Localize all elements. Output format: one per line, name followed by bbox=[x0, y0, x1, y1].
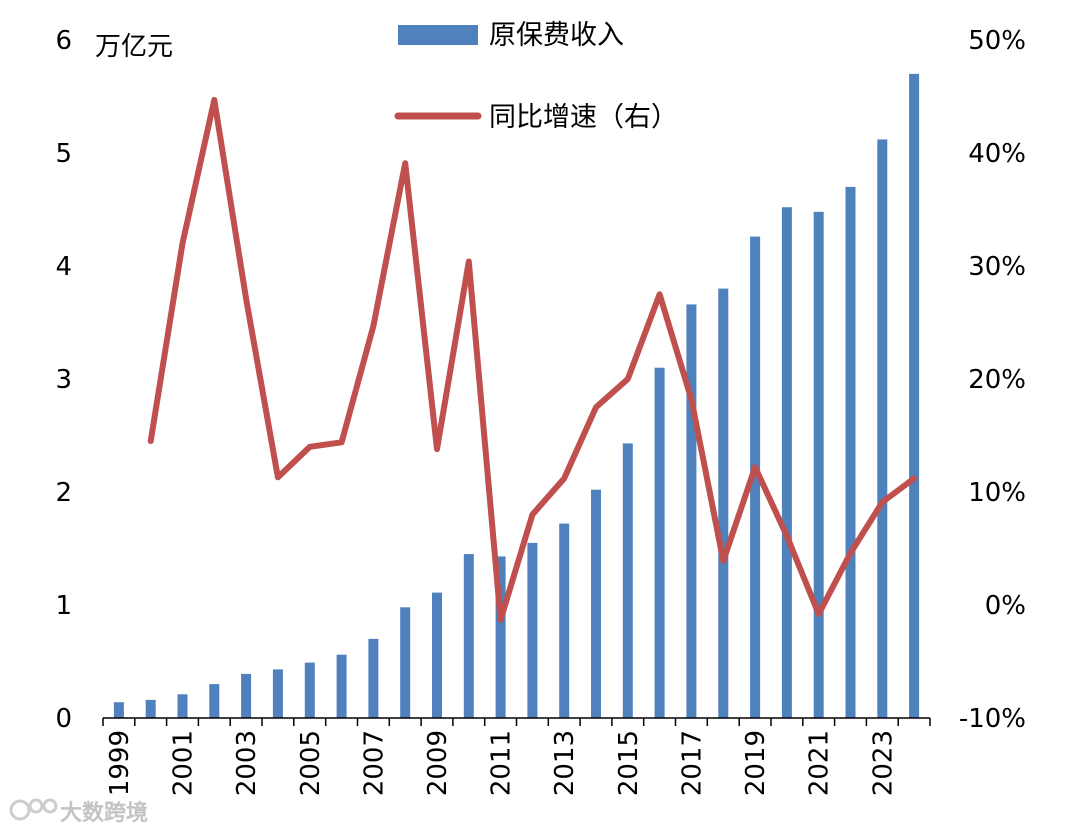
bar-2001 bbox=[177, 694, 188, 718]
bar-2019 bbox=[750, 236, 761, 718]
left-tick-2: 2 bbox=[55, 478, 72, 508]
x-tick-label-2009: 2009 bbox=[423, 730, 453, 796]
growth-rate-line bbox=[147, 96, 918, 623]
x-tick-label-2021: 2021 bbox=[805, 730, 835, 796]
right-tick-30%: 30% bbox=[968, 252, 1026, 282]
x-tick-label-2017: 2017 bbox=[677, 730, 707, 796]
legend-bar-swatch bbox=[398, 25, 478, 45]
bar-2016 bbox=[654, 367, 665, 718]
right-tick-0%: 0% bbox=[985, 591, 1026, 621]
bar-1999 bbox=[113, 702, 124, 718]
left-tick-0: 0 bbox=[55, 704, 72, 734]
right-tick-50%: 50% bbox=[968, 26, 1026, 56]
bar-2017 bbox=[686, 304, 697, 718]
bar-2006 bbox=[336, 654, 347, 718]
legend-bar-label: 原保费收入 bbox=[489, 20, 624, 51]
bar-2024 bbox=[909, 73, 920, 718]
watermark: 大数跨境 bbox=[9, 798, 148, 826]
bar-2015 bbox=[622, 443, 633, 718]
right-tick-40%: 40% bbox=[968, 139, 1026, 169]
x-tick-label-2005: 2005 bbox=[296, 730, 326, 796]
x-tick-label-2011: 2011 bbox=[487, 730, 517, 796]
bar-2011 bbox=[495, 556, 506, 718]
bar-2012 bbox=[527, 542, 538, 718]
bar-2013 bbox=[559, 523, 570, 718]
bar-2023 bbox=[877, 139, 888, 718]
x-tick-label-2001: 2001 bbox=[169, 730, 199, 796]
bar-2004 bbox=[272, 669, 283, 718]
left-tick-3: 3 bbox=[55, 365, 72, 395]
right-tick-10%: 10% bbox=[968, 478, 1026, 508]
legend-line-label: 同比增速（右） bbox=[489, 102, 678, 133]
logo-icon bbox=[9, 798, 58, 821]
bar-2003 bbox=[241, 673, 252, 718]
right-y-axis: -10% 0% 10% 20% 30% 40% 50% bbox=[959, 26, 1026, 734]
left-tick-4: 4 bbox=[55, 252, 72, 282]
x-tick-label-2015: 2015 bbox=[614, 730, 644, 796]
x-tick-label-2023: 2023 bbox=[868, 730, 898, 796]
line-layer bbox=[147, 96, 918, 623]
x-tick-label-2007: 2007 bbox=[359, 730, 389, 796]
x-tick-label-1999: 1999 bbox=[105, 730, 135, 796]
bar-2007 bbox=[368, 638, 379, 718]
left-tick-6: 6 bbox=[55, 26, 72, 56]
bar-2018 bbox=[718, 288, 729, 718]
bars-layer bbox=[113, 73, 920, 719]
axes-layer bbox=[102, 717, 931, 726]
bar-2000 bbox=[145, 699, 156, 718]
bar-2021 bbox=[813, 211, 824, 719]
watermark-text: 大数跨境 bbox=[60, 800, 148, 826]
bar-2009 bbox=[432, 592, 442, 718]
bar-2008 bbox=[400, 607, 411, 718]
bar-2010 bbox=[463, 554, 474, 718]
right-tick-20%: 20% bbox=[968, 365, 1026, 395]
bar-2002 bbox=[209, 684, 220, 718]
bar-2005 bbox=[304, 662, 315, 718]
x-tick-label-2013: 2013 bbox=[550, 730, 580, 796]
x-tick-label-2019: 2019 bbox=[741, 730, 771, 796]
bar-2020 bbox=[781, 207, 792, 718]
x-axis: 1999 2001 2003 2005 2007 2009 2011 2013 2015 2017… bbox=[105, 730, 898, 796]
legend: 原保费收入 同比增速（右） bbox=[394, 20, 678, 133]
x-tick-label-2003: 2003 bbox=[232, 730, 262, 796]
bar-2014 bbox=[591, 489, 601, 718]
left-axis-unit-label: 万亿元 bbox=[95, 32, 173, 62]
left-y-axis: 0 1 2 3 4 5 6 bbox=[55, 26, 72, 734]
bar-2022 bbox=[845, 186, 856, 718]
left-tick-5: 5 bbox=[55, 139, 72, 169]
right-tick--10%: -10% bbox=[959, 704, 1026, 734]
left-tick-1: 1 bbox=[55, 591, 72, 621]
